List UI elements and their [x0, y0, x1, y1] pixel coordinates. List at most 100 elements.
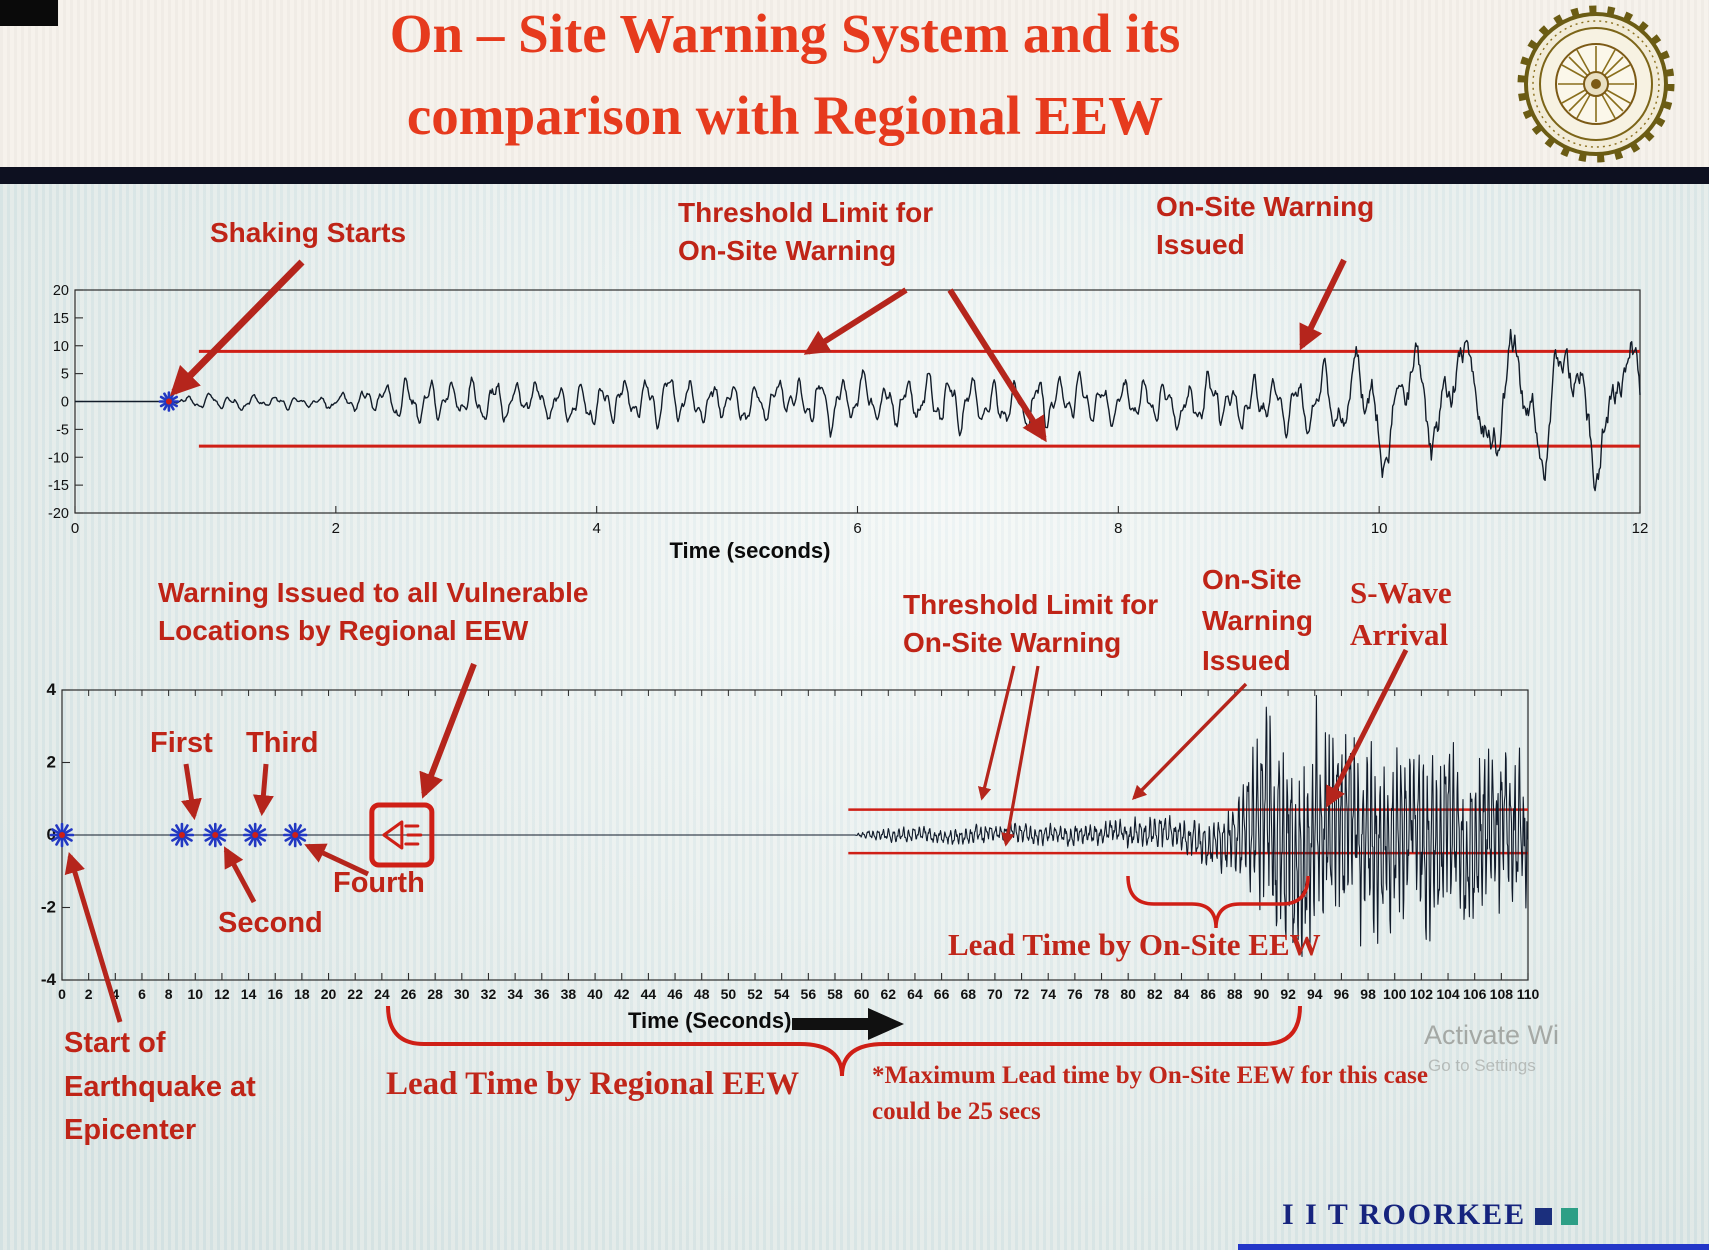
p-wave-detection-star-icon	[203, 822, 228, 848]
x-tick-label: 78	[1094, 986, 1110, 1002]
x-tick-label: 42	[614, 986, 630, 1002]
x-tick-label: 22	[347, 986, 363, 1002]
x-tick-label: 54	[774, 986, 790, 1002]
x-tick-label: 74	[1040, 986, 1056, 1002]
slide-title-line1: On – Site Warning System and its	[389, 3, 1181, 64]
x-tick-label: 100	[1383, 986, 1407, 1002]
y-tick-label: 4	[47, 680, 57, 699]
x-tick-label: 60	[854, 986, 870, 1002]
x-tick-label: 80	[1120, 986, 1136, 1002]
x-tick-label: 4	[111, 986, 119, 1002]
x-tick-label: 34	[507, 986, 523, 1002]
annotation-regional-warning: Warning Issued to all Vulnerable Locatio…	[158, 577, 589, 646]
regional-warning-broadcast-icon	[369, 802, 435, 868]
x-tick-label: 108	[1490, 986, 1514, 1002]
y-tick-label: 20	[53, 283, 69, 299]
x-tick-label: 46	[667, 986, 683, 1002]
top-seismogram-chart: 0 2 4 6 8 10 12 20 15 10 5 0 -5 -10 -15 -20	[48, 283, 1649, 537]
x-tick-label: 70	[987, 986, 1003, 1002]
annotation-max-lead-note: *Maximum Lead time by On-Site EEW for th…	[872, 1062, 1429, 1126]
activate-windows-watermark: Activate Wi	[1424, 1020, 1560, 1050]
annotation-onsite-warning-top: On-Site Warning Issued	[1156, 191, 1375, 260]
x-tick-label: 66	[934, 986, 950, 1002]
footer-square-navy-icon	[1535, 1208, 1553, 1225]
x-tick-label: 106	[1463, 986, 1487, 1002]
x-tick-label: 38	[561, 986, 577, 1002]
slide-title-line2: comparison with Regional EEW	[406, 85, 1164, 146]
p-wave-detection-star-icon	[49, 822, 75, 848]
x-tick-label: 8	[1114, 520, 1122, 537]
x-tick-label: 44	[641, 986, 657, 1002]
x-tick-label: 4	[592, 520, 600, 537]
x-tick-label: 6	[138, 986, 146, 1002]
x-tick-label: 16	[267, 986, 283, 1002]
seismogram-waveform	[75, 328, 1641, 492]
p-wave-detection-star-icon	[169, 822, 195, 848]
x-tick-label: 36	[534, 986, 550, 1002]
x-tick-label: 110	[1517, 986, 1540, 1002]
y-tick-label: -5	[56, 422, 69, 438]
x-tick-label: 26	[401, 986, 417, 1002]
x-tick-label: 64	[907, 986, 923, 1002]
x-tick-label: 52	[747, 986, 763, 1002]
x-tick-label: 94	[1307, 986, 1323, 1002]
annotation-third-pick: Third	[246, 727, 319, 759]
x-tick-label: 2	[85, 986, 93, 1002]
x-tick-label: 0	[58, 986, 66, 1002]
x-tick-label: 56	[801, 986, 817, 1002]
annotation-lead-time-onsite: Lead Time by On-Site EEW	[948, 927, 1321, 962]
annotation-second-pick: Second	[218, 907, 323, 939]
y-tick-label: -2	[41, 898, 56, 917]
footer-brand: I I T ROORKEE	[1282, 1198, 1579, 1232]
x-tick-label: 62	[881, 986, 897, 1002]
annotation-lead-time-regional: Lead Time by Regional EEW	[386, 1066, 800, 1102]
x-tick-label: 40	[587, 986, 603, 1002]
header-band	[0, 0, 1709, 167]
x-tick-label: 96	[1334, 986, 1350, 1002]
x-tick-label: 98	[1360, 986, 1376, 1002]
x-tick-label: 28	[427, 986, 443, 1002]
bottom-chart-xlabel: Time (Seconds)	[628, 1008, 792, 1033]
y-tick-label: 5	[61, 367, 69, 383]
x-tick-label: 12	[1632, 520, 1649, 537]
header-divider-bar	[0, 167, 1709, 184]
x-tick-label: 48	[694, 986, 710, 1002]
x-tick-label: 18	[294, 986, 310, 1002]
x-tick-label: 72	[1014, 986, 1030, 1002]
annotation-onsite-warning-bottom: On-Site Warning Issued	[1202, 564, 1313, 677]
x-tick-label: 2	[332, 520, 340, 537]
y-tick-label: 15	[53, 311, 69, 327]
annotation-threshold-bottom: Threshold Limit for On-Site Warning	[903, 589, 1159, 658]
y-tick-label: -15	[48, 478, 69, 494]
footer-underline	[1238, 1244, 1709, 1250]
bottom-seismogram-chart: 0 2 4 6 8 10 12 14 16 18 20 22 24 26 28 30 32 34 36 38 40 42 4…	[41, 680, 1540, 1002]
footer-brand-text: I I T ROORKEE	[1282, 1198, 1527, 1231]
x-tick-label: 10	[1371, 520, 1388, 537]
iit-roorkee-logo	[1517, 5, 1675, 163]
x-tick-label: 14	[241, 986, 257, 1002]
x-tick-label: 6	[853, 520, 861, 537]
annotation-first-pick: First	[150, 727, 213, 759]
top-chart-xlabel: Time (seconds)	[669, 538, 831, 563]
x-tick-label: 86	[1200, 986, 1216, 1002]
y-tick-label: -10	[48, 450, 69, 466]
footer-square-teal-icon	[1561, 1208, 1579, 1225]
x-tick-label: 30	[454, 986, 470, 1002]
y-tick-label: 2	[47, 753, 56, 772]
x-tick-label: 0	[71, 520, 79, 537]
annotation-shaking-starts: Shaking Starts	[210, 217, 407, 248]
x-tick-label: 58	[827, 986, 843, 1002]
x-tick-label: 12	[214, 986, 230, 1002]
y-tick-label: 10	[53, 339, 69, 355]
x-tick-label: 10	[187, 986, 203, 1002]
p-wave-detection-star-icon	[242, 822, 268, 848]
x-tick-label: 68	[960, 986, 976, 1002]
p-wave-detection-star-icon	[282, 822, 308, 848]
y-tick-label: -20	[48, 506, 69, 522]
x-tick-label: 102	[1410, 986, 1434, 1002]
x-tick-label: 104	[1436, 986, 1460, 1002]
x-tick-label: 84	[1174, 986, 1190, 1002]
y-tick-label: 0	[61, 395, 69, 411]
annotation-threshold-top: Threshold Limit for On-Site Warning	[678, 197, 934, 266]
